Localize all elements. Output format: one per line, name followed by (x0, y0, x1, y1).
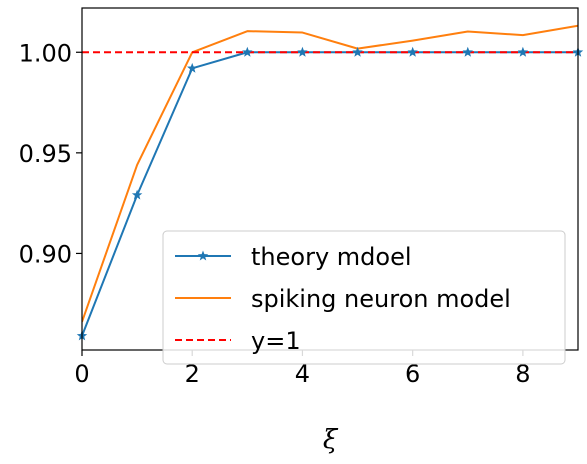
legend-label-0: theory mdoel (251, 243, 412, 271)
series-point-0-4 (297, 46, 308, 57)
series-point-0-8 (517, 46, 529, 57)
y-tick-label-0: 0.90 (19, 240, 72, 268)
legend: theory mdoel spiking neuron model y=1 (162, 230, 566, 365)
series-point-0-5 (352, 46, 363, 57)
x-axis-label: ξ (323, 425, 339, 455)
series-point-0-2 (186, 62, 198, 73)
x-tick-label-1: 2 (185, 360, 200, 388)
legend-box (162, 230, 566, 365)
y-tick-label-1: 0.95 (19, 140, 72, 168)
legend-label-1: spiking neuron model (251, 285, 511, 313)
y-tick-label-2: 1.00 (19, 39, 72, 67)
x-tick-label-0: 0 (74, 360, 89, 388)
series-point-0-3 (242, 46, 253, 57)
legend-marker-0 (197, 250, 209, 261)
y-axis-ticks: 0.90 0.95 1.00 (19, 39, 82, 268)
series-line-1 (82, 24, 578, 323)
series-point-0-6 (407, 46, 418, 57)
legend-label-2: y=1 (251, 327, 301, 355)
x-tick-label-3: 6 (405, 360, 420, 388)
x-tick-label-2: 4 (295, 360, 310, 388)
series-point-0-7 (462, 46, 474, 57)
plot-lines (82, 24, 578, 337)
series-point-0-1 (131, 189, 143, 200)
x-tick-label-4: 8 (515, 360, 530, 388)
